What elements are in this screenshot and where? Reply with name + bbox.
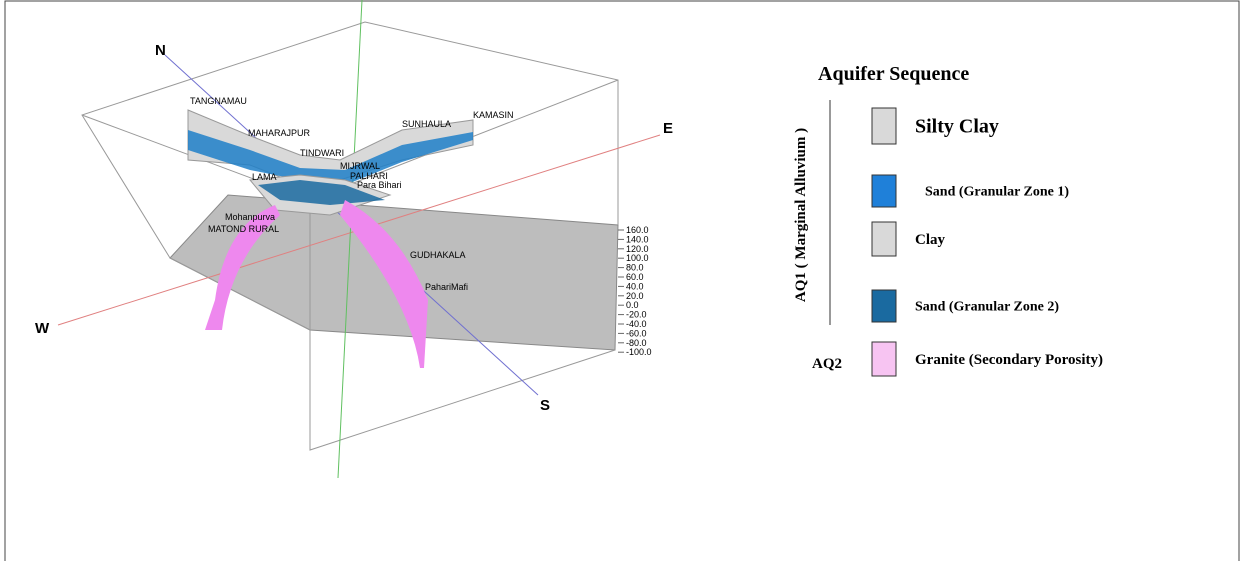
granite-panel bbox=[340, 200, 428, 368]
legend-swatch bbox=[871, 221, 897, 257]
legend-swatch bbox=[871, 289, 897, 323]
legend: Aquifer Sequence AQ1 ( Marginal Alluvium … bbox=[793, 63, 1103, 377]
scale-label: 80.0 bbox=[626, 263, 644, 273]
well-label: KAMASIN bbox=[473, 110, 514, 120]
legend-label: Silty Clay bbox=[915, 116, 999, 138]
well-label: SUNHAULA bbox=[402, 119, 451, 129]
scale-label: -40.0 bbox=[626, 319, 647, 329]
box-edge bbox=[81, 21, 619, 259]
well-label: LAMA bbox=[252, 172, 277, 182]
scale-label: 140.0 bbox=[626, 234, 649, 244]
well-label: GUDHAKALA bbox=[410, 250, 466, 260]
scale-label: -20.0 bbox=[626, 310, 647, 320]
well-label: TANGNAMAU bbox=[190, 96, 247, 106]
legend-swatch bbox=[871, 107, 897, 145]
well-label: MATOND RURAL bbox=[208, 224, 279, 234]
well-label: Para Bihari bbox=[357, 180, 402, 190]
legend-swatch bbox=[871, 341, 897, 377]
scale-label: 40.0 bbox=[626, 281, 644, 291]
well-label: MIJRWAL bbox=[340, 161, 380, 171]
legend-title: Aquifer Sequence bbox=[818, 63, 969, 85]
legend-group: AQ2 bbox=[812, 356, 842, 372]
box-edge bbox=[169, 257, 616, 451]
legend-label: Sand (Granular Zone 2) bbox=[915, 300, 1059, 315]
scale-label: -60.0 bbox=[626, 328, 647, 338]
scale-label: -100.0 bbox=[626, 347, 652, 357]
direction-label: W bbox=[35, 320, 50, 337]
legend-group: AQ1 ( Marginal Alluvium ) bbox=[793, 128, 809, 302]
scale-label: 120.0 bbox=[626, 244, 649, 254]
well-label: PALHARI bbox=[350, 171, 388, 181]
legend-swatch bbox=[871, 174, 897, 208]
vertical-axis bbox=[337, 0, 363, 479]
scale-label: -80.0 bbox=[626, 338, 647, 348]
legend-label: Clay bbox=[915, 232, 946, 248]
scale-label: 60.0 bbox=[626, 272, 644, 282]
well-label: MAHARAJPUR bbox=[248, 128, 311, 138]
well-label: PahariMafi bbox=[425, 282, 468, 292]
well-label: TINDWARI bbox=[300, 148, 344, 158]
granite-panel bbox=[205, 205, 280, 330]
well-label: Mohanpurva bbox=[225, 212, 275, 222]
sand-panel bbox=[258, 180, 385, 205]
scale-label: 100.0 bbox=[626, 253, 649, 263]
frame bbox=[4, 0, 1240, 561]
sand-panel bbox=[188, 130, 473, 185]
scale-label: 0.0 bbox=[626, 300, 639, 310]
legend-label: Granite (Secondary Porosity) bbox=[915, 352, 1103, 368]
direction-label: S bbox=[540, 397, 550, 414]
direction-label: E bbox=[663, 120, 673, 137]
scale-label: 20.0 bbox=[626, 291, 644, 301]
scale-label: 160.0 bbox=[626, 225, 649, 235]
legend-label: Sand (Granular Zone 1) bbox=[925, 185, 1069, 200]
direction-label: N bbox=[155, 42, 166, 59]
fence bbox=[187, 109, 474, 368]
